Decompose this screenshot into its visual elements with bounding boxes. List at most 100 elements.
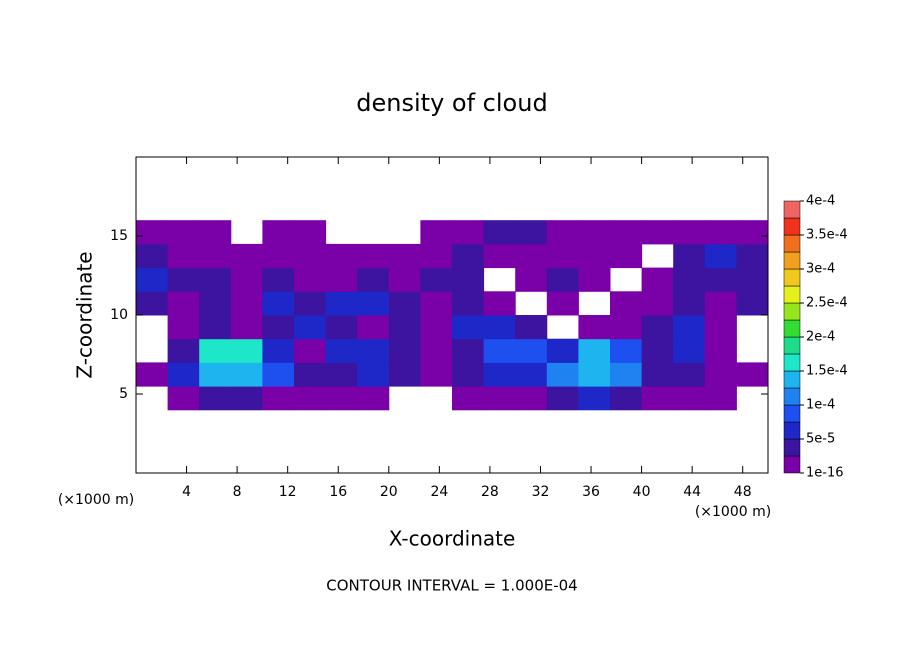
y-unit-label: (×1000 m) [58, 492, 134, 508]
field-cell [420, 338, 453, 363]
field-cell [673, 291, 706, 316]
field-cell [641, 386, 674, 411]
field-cell [515, 243, 548, 269]
field-cell [230, 338, 263, 363]
colorbar-label: 1e-16 [806, 466, 844, 481]
field-cell [325, 386, 358, 411]
field-cell [578, 338, 611, 363]
field-cell [230, 291, 263, 316]
field-cell [420, 243, 453, 269]
field-cell [294, 267, 327, 292]
field-cell [167, 338, 200, 363]
field-cell [515, 220, 548, 245]
field-cell [546, 338, 579, 363]
field-cell [388, 267, 421, 292]
field-cell [420, 362, 453, 387]
field-cell [167, 386, 200, 411]
colorbar-band [783, 302, 801, 321]
colorbar-band [783, 455, 801, 474]
field-cell [199, 338, 232, 363]
field-cell [294, 291, 327, 316]
field-cell [673, 362, 706, 387]
field-cell [610, 315, 643, 340]
field-cell [420, 291, 453, 316]
field-cell [546, 243, 579, 269]
colorbar-band [783, 370, 801, 389]
field-cell [736, 220, 769, 245]
field-cell [704, 315, 737, 340]
field-cell [546, 386, 579, 411]
field-cell [388, 291, 421, 316]
x-tick-label: 20 [380, 484, 398, 500]
field-cell [357, 291, 390, 316]
field-cell [167, 267, 200, 292]
field-cell [452, 338, 485, 363]
colorbar-band [783, 251, 801, 270]
field-cell [673, 220, 706, 245]
x-tick-label: 40 [633, 484, 651, 500]
field-cell [262, 315, 295, 340]
colorbar-band [783, 285, 801, 304]
field-cell [673, 386, 706, 411]
field-cell [704, 386, 737, 411]
field-cell [199, 267, 232, 292]
field-cell [673, 338, 706, 363]
field-cell [483, 220, 516, 245]
x-tick-label: 32 [532, 484, 550, 500]
field-cell [578, 315, 611, 340]
field-cell [641, 267, 674, 292]
x-unit-label: (×1000 m) [695, 504, 771, 520]
field-cell [357, 338, 390, 363]
field-cell [610, 220, 643, 245]
field-cell [610, 338, 643, 363]
field-cell [483, 243, 516, 269]
field-cell [704, 338, 737, 363]
field-cell [230, 243, 263, 269]
colorbar-band [783, 404, 801, 423]
field-cell [420, 267, 453, 292]
field-cell [483, 362, 516, 387]
colorbar-label: 3e-4 [806, 262, 835, 277]
field-cell [578, 267, 611, 292]
field-cell [136, 243, 169, 269]
field-cell [452, 243, 485, 269]
field-cell [610, 243, 643, 269]
field-cell [452, 386, 485, 411]
x-tick-label: 24 [430, 484, 448, 500]
field-cell [452, 267, 485, 292]
field-cell [388, 243, 421, 269]
field-cell [167, 243, 200, 269]
field-cell [262, 220, 295, 245]
field-cell [262, 291, 295, 316]
field-cell [420, 220, 453, 245]
field-cell [325, 362, 358, 387]
colorbar-label: 2e-4 [806, 330, 835, 345]
field-cell [357, 386, 390, 411]
field-cell [325, 315, 358, 340]
field-cell [546, 291, 579, 316]
y-tick-label: 10 [110, 307, 128, 323]
field-cell [641, 315, 674, 340]
x-tick-label: 12 [279, 484, 297, 500]
field-cell [325, 267, 358, 292]
footer-note: CONTOUR INTERVAL = 1.000E-04 [326, 577, 577, 595]
field-cell [167, 220, 200, 245]
x-tick-label: 8 [233, 484, 242, 500]
field-cell [199, 243, 232, 269]
colorbar-band [783, 234, 801, 253]
field-cell [136, 291, 169, 316]
colorbar-label: 5e-5 [806, 432, 835, 447]
x-tick-label: 48 [734, 484, 752, 500]
field-cell [641, 338, 674, 363]
colorbar-label: 4e-4 [806, 194, 835, 209]
colorbar-band [783, 421, 801, 440]
field-cell [230, 315, 263, 340]
colorbar-label: 2.5e-4 [806, 296, 848, 311]
field-cell [294, 315, 327, 340]
colorbar-band [783, 353, 801, 372]
field-cell [262, 386, 295, 411]
field-cell [357, 267, 390, 292]
field-cell [420, 315, 453, 340]
field-cell [262, 338, 295, 363]
field-cell [736, 291, 769, 316]
